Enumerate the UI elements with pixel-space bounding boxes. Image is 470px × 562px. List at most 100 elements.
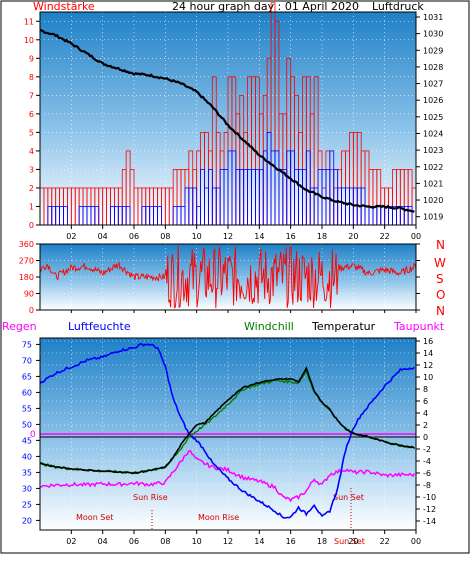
wind-x-tick-label-10: 22 <box>380 232 390 241</box>
astro-markers: Sun Rise Sun Set Moon Set Moon Rise Sun … <box>76 488 365 546</box>
legend-temperatur: Temperatur <box>311 320 376 333</box>
pressure-right-tick-label-2: 1021 <box>423 179 443 188</box>
temp-x-tick-label-4: 10 <box>192 537 202 546</box>
dir-left-tick-label-1: 90 <box>24 290 34 299</box>
temp-right-tick-label-14: 14 <box>423 349 433 358</box>
temp-right-tick-label-13: 12 <box>423 361 433 370</box>
temp-right-tick-label-3: -8 <box>423 481 431 490</box>
pressure-right-tick-label-0: 1019 <box>423 213 443 222</box>
dir-left-tick-label-0: 0 <box>29 306 34 315</box>
pressure-series-line <box>39 28 415 213</box>
temp-x-tick-label-9: 20 <box>348 537 358 546</box>
pressure-right-tick-label-9: 1028 <box>423 63 443 72</box>
hum-left-tick-label-0: 20 <box>22 516 32 525</box>
sun-set-text: Sun Set <box>333 493 364 502</box>
hum-left-tick-label-3: 35 <box>22 468 32 477</box>
moon-rise-text: Moon Rise <box>198 513 239 522</box>
temp-right-tick-label-12: 10 <box>423 373 433 382</box>
dir-left-tick-label-2: 180 <box>19 273 34 282</box>
temp-right-tick-label-9: 4 <box>423 409 428 418</box>
wind-direction-series-line <box>39 245 417 309</box>
wind-left-tick-label-5: 5 <box>29 128 34 137</box>
temp-x-tick-label-2: 06 <box>129 537 139 546</box>
hum-left-tick-label-9: 65 <box>22 372 32 381</box>
wind-x-tick-label-1: 04 <box>98 232 108 241</box>
pressure-right-tick-label-10: 1029 <box>423 46 443 55</box>
hum-left-tick-label-7: 55 <box>22 404 32 413</box>
temp-right-tick-label-11: 8 <box>423 385 428 394</box>
dir-label-n-top: N <box>436 238 445 252</box>
temp-right-tick-label-1: -12 <box>423 505 436 514</box>
pressure-right-tick-label-12: 1031 <box>423 13 443 22</box>
sun-set-bottom-text: Sun Set <box>334 537 365 546</box>
temp-x-tick-label-7: 16 <box>286 537 296 546</box>
temp-right-tick-label-5: -4 <box>423 457 431 466</box>
temp-x-tick-label-0: 02 <box>66 537 76 546</box>
pressure-right-tick-label-4: 1023 <box>423 146 443 155</box>
hum-left-tick-label-2: 30 <box>22 484 32 493</box>
pressure-right-tick-label-5: 1024 <box>423 129 443 138</box>
dir-left-tick-label-3: 270 <box>19 257 34 266</box>
wind-left-tick-label-9: 9 <box>29 54 34 63</box>
pressure-right-tick-label-8: 1027 <box>423 80 443 89</box>
dir-label-w: W <box>434 256 446 270</box>
legend-taupunkt: Taupunkt <box>393 320 445 333</box>
windstaerke-label: Windstärke <box>33 0 95 13</box>
rain-zero-label: 0 <box>30 430 36 440</box>
hum-left-tick-label-10: 70 <box>22 356 32 365</box>
dir-label-o: O <box>436 288 445 302</box>
temp-right-tick-label-0: -14 <box>423 517 436 526</box>
wind-x-tick-label-2: 06 <box>129 232 139 241</box>
wind-pressure-axes: 0123456789101110191020102110221023102410… <box>24 11 443 241</box>
hum-left-tick-label-1: 25 <box>22 500 32 509</box>
dir-label-s: S <box>436 272 444 286</box>
humidity-temperature-lines <box>39 343 416 519</box>
wind-left-tick-label-0: 0 <box>29 221 34 230</box>
wind-left-tick-label-1: 1 <box>29 202 34 211</box>
wind-left-tick-label-2: 2 <box>29 184 34 193</box>
temp-right-tick-label-15: 16 <box>423 337 433 346</box>
wind-left-tick-label-11: 11 <box>24 17 34 26</box>
temp-x-tick-label-1: 04 <box>98 537 108 546</box>
wind-x-tick-label-6: 14 <box>254 232 264 241</box>
wind-x-tick-label-0: 02 <box>66 232 76 241</box>
temp-x-tick-label-3: 08 <box>160 537 170 546</box>
sun-rise-text: Sun Rise <box>133 493 168 502</box>
direction-letters: N W S O N <box>434 238 446 318</box>
wind-x-tick-label-11: 00 <box>411 232 421 241</box>
direction-axes: 0 90 180 270 360 <box>19 240 420 315</box>
temp-right-tick-label-7: 0 <box>423 433 428 442</box>
wind-plot-border <box>39 11 417 226</box>
direction-line <box>39 245 417 309</box>
hum-left-tick-label-11: 75 <box>22 340 32 349</box>
pressure-right-tick-label-11: 1030 <box>423 30 443 39</box>
legend-windchill: Windchill <box>244 320 294 333</box>
wind-x-tick-label-4: 10 <box>192 232 202 241</box>
wind-left-tick-label-8: 8 <box>29 73 34 82</box>
temp-right-tick-label-10: 6 <box>423 397 428 406</box>
hum-left-tick-label-6: 50 <box>22 420 32 429</box>
chart-title: 24 hour graph day : 01 April 2020 <box>172 0 359 13</box>
temp-x-tick-label-8: 18 <box>317 537 327 546</box>
hum-left-tick-label-5: 45 <box>22 436 32 445</box>
wind-x-tick-label-7: 16 <box>286 232 296 241</box>
pressure-right-tick-label-1: 1020 <box>423 196 443 205</box>
wind-left-tick-label-7: 7 <box>29 91 34 100</box>
moon-set-text: Moon Set <box>76 513 113 522</box>
wind-x-tick-label-9: 20 <box>348 232 358 241</box>
temperature-series-line <box>39 366 415 475</box>
temp-x-tick-label-11: 00 <box>411 537 421 546</box>
pressure-right-tick-label-3: 1022 <box>423 163 443 172</box>
pressure-right-tick-label-6: 1025 <box>423 113 443 122</box>
temp-x-tick-label-6: 14 <box>254 537 264 546</box>
temp-right-tick-label-4: -6 <box>423 469 431 478</box>
wind-x-tick-label-5: 12 <box>223 232 233 241</box>
dir-plot-border <box>39 243 417 311</box>
wind-x-tick-label-3: 08 <box>160 232 170 241</box>
pressure-right-tick-label-7: 1026 <box>423 96 443 105</box>
wind-x-tick-label-8: 18 <box>317 232 327 241</box>
humidity-temperature-axes: 202530354045505560657075-14-12-10-8-6-4-… <box>22 337 436 546</box>
